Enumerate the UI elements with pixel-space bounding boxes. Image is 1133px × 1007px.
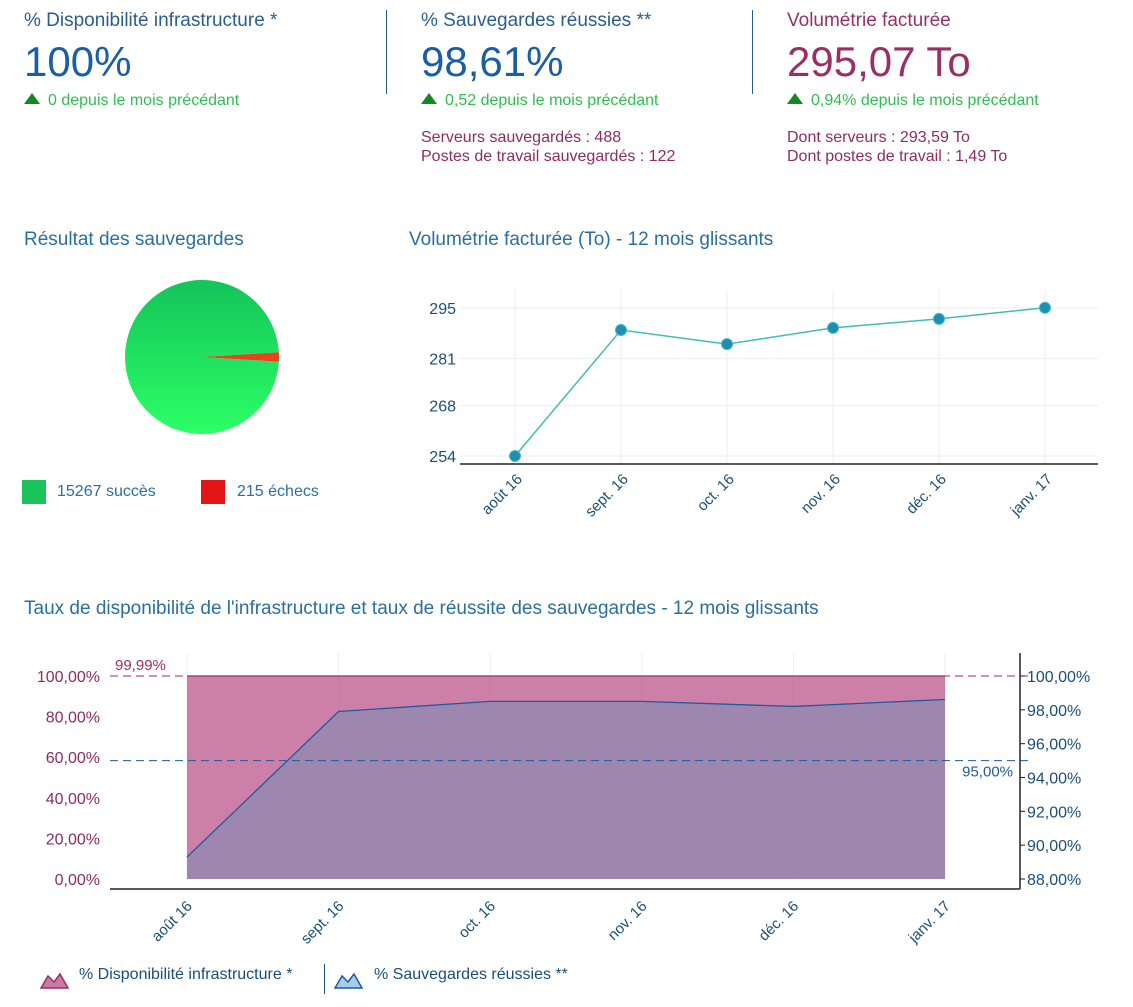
x-tick-label: déc. 16 bbox=[755, 898, 802, 945]
x-tick-label: nov. 16 bbox=[798, 471, 844, 517]
line-point bbox=[1039, 301, 1051, 314]
kpi-divider bbox=[752, 10, 753, 94]
x-tick-label: nov. 16 bbox=[605, 898, 651, 944]
x-tick-label: août 16 bbox=[148, 898, 195, 945]
y-left-tick-label: 80,00% bbox=[46, 710, 100, 727]
line-point bbox=[933, 312, 945, 325]
y-tick-label: 295 bbox=[429, 301, 456, 318]
kpi-divider bbox=[386, 10, 387, 94]
kpi-value: 295,07 To bbox=[787, 38, 971, 85]
line-chart-title: Volumétrie facturée (To) - 12 mois gliss… bbox=[409, 229, 774, 250]
kpi-title: % Sauvegardes réussies ** bbox=[421, 10, 652, 31]
area-series-sauv bbox=[187, 699, 945, 879]
pie-slice-echecs bbox=[202, 352, 279, 362]
kpi-delta: 0 depuis le mois précédant bbox=[24, 92, 277, 110]
y-right-tick-label: 92,00% bbox=[1027, 804, 1081, 821]
x-tick-label: oct. 16 bbox=[455, 898, 499, 942]
y-left-tick-label: 20,00% bbox=[46, 831, 100, 848]
legend-swatch-succes bbox=[22, 480, 46, 504]
kpi-delta-text: 0,94% depuis le mois précédant bbox=[811, 92, 1039, 109]
legend-label-echecs: 215 échecs bbox=[237, 483, 319, 500]
line-point bbox=[509, 450, 521, 462]
y-tick-label: 281 bbox=[429, 352, 456, 369]
area-chart: 99,99% 95,00% 0,00% 20,00% 40,00% 60,00% 80,00… bbox=[37, 653, 1090, 948]
y-right-tick-label: 96,00% bbox=[1027, 737, 1081, 754]
x-tick-label: oct. 16 bbox=[694, 471, 738, 515]
kpi-value: 98,61% bbox=[421, 38, 564, 85]
x-tick-label: sept. 16 bbox=[582, 471, 632, 521]
y-left-tick-label: 100,00% bbox=[37, 669, 100, 686]
pie-title: Résultat des sauvegardes bbox=[24, 229, 244, 250]
x-tick-label: janv. 17 bbox=[1007, 471, 1056, 520]
legend-label-dispo: % Disponibilité infrastructure * bbox=[79, 966, 293, 983]
y-left-tick-label: 40,00% bbox=[46, 791, 100, 808]
line-series bbox=[514, 307, 1046, 457]
reference-label-left: 99,99% bbox=[115, 657, 166, 674]
x-tick-label: août 16 bbox=[478, 471, 525, 518]
line-point bbox=[721, 338, 733, 351]
line-point bbox=[615, 324, 627, 337]
up-arrow-icon bbox=[421, 93, 437, 104]
kpi-detail-postes: Postes de travail sauvegardés : 122 bbox=[421, 148, 676, 165]
pie-slice-succes bbox=[124, 280, 279, 434]
legend-divider bbox=[324, 964, 325, 994]
kpi-title: % Disponibilité infrastructure * bbox=[24, 10, 278, 31]
kpi-detail-serveurs: Serveurs sauvegardés : 488 bbox=[421, 129, 622, 146]
y-right-tick-label: 90,00% bbox=[1027, 838, 1081, 855]
legend-area-icon-sauv bbox=[334, 972, 364, 989]
area-chart-title: Taux de disponibilité de l'infrastructur… bbox=[24, 598, 819, 619]
kpi-delta-text: 0,52 depuis le mois précédant bbox=[445, 92, 659, 109]
kpi-detail-serveurs: Dont serveurs : 293,59 To bbox=[787, 129, 970, 146]
kpi-details: Dont serveurs : 293,59 To Dont postes de… bbox=[787, 128, 1039, 166]
line-chart: 254 268 281 295 août 16 sept. 16 oct. 16 nov. 1… bbox=[429, 290, 1098, 521]
y-left-tick-label: 60,00% bbox=[46, 750, 100, 767]
y-right-tick-label: 94,00% bbox=[1027, 771, 1081, 788]
y-right-tick-label: 98,00% bbox=[1027, 703, 1081, 720]
kpi-value: 100% bbox=[24, 38, 132, 85]
legend-swatch-echecs bbox=[201, 480, 225, 504]
pie-chart bbox=[124, 280, 279, 434]
reference-label-right: 95,00% bbox=[962, 764, 1013, 781]
kpi-disponibilite: % Disponibilité infrastructure * 100% 0 … bbox=[24, 10, 277, 110]
legend-label-sauv: % Sauvegardes réussies ** bbox=[374, 966, 568, 983]
y-right-tick-label: 100,00% bbox=[1027, 669, 1090, 686]
kpi-delta: 0,94% depuis le mois précédant bbox=[787, 92, 1039, 110]
legend-label-succes: 15267 succès bbox=[57, 483, 156, 500]
x-tick-label: sept. 16 bbox=[298, 898, 348, 948]
y-tick-label: 254 bbox=[429, 449, 456, 466]
kpi-sauvegardes: % Sauvegardes réussies ** 98,61% 0,52 de… bbox=[421, 10, 675, 166]
kpi-volumetrie: Volumétrie facturée 295,07 To 0,94% depu… bbox=[787, 10, 1039, 166]
kpi-details: Serveurs sauvegardés : 488 Postes de tra… bbox=[421, 128, 675, 166]
y-right-tick-label: 88,00% bbox=[1027, 872, 1081, 889]
x-tick-label: déc. 16 bbox=[903, 471, 950, 518]
y-tick-label: 268 bbox=[429, 398, 456, 415]
kpi-title: Volumétrie facturée bbox=[787, 10, 951, 31]
x-tick-label: janv. 17 bbox=[905, 898, 954, 947]
y-left-tick-label: 0,00% bbox=[55, 872, 100, 889]
legend-area-icon-dispo bbox=[40, 972, 70, 989]
kpi-delta-text: 0 depuis le mois précédant bbox=[48, 92, 240, 109]
up-arrow-icon bbox=[24, 93, 40, 104]
kpi-detail-postes: Dont postes de travail : 1,49 To bbox=[787, 148, 1008, 165]
up-arrow-icon bbox=[787, 93, 803, 104]
area-line-sauv bbox=[186, 698, 946, 858]
kpi-delta: 0,52 depuis le mois précédant bbox=[421, 92, 675, 110]
line-point bbox=[827, 321, 839, 334]
